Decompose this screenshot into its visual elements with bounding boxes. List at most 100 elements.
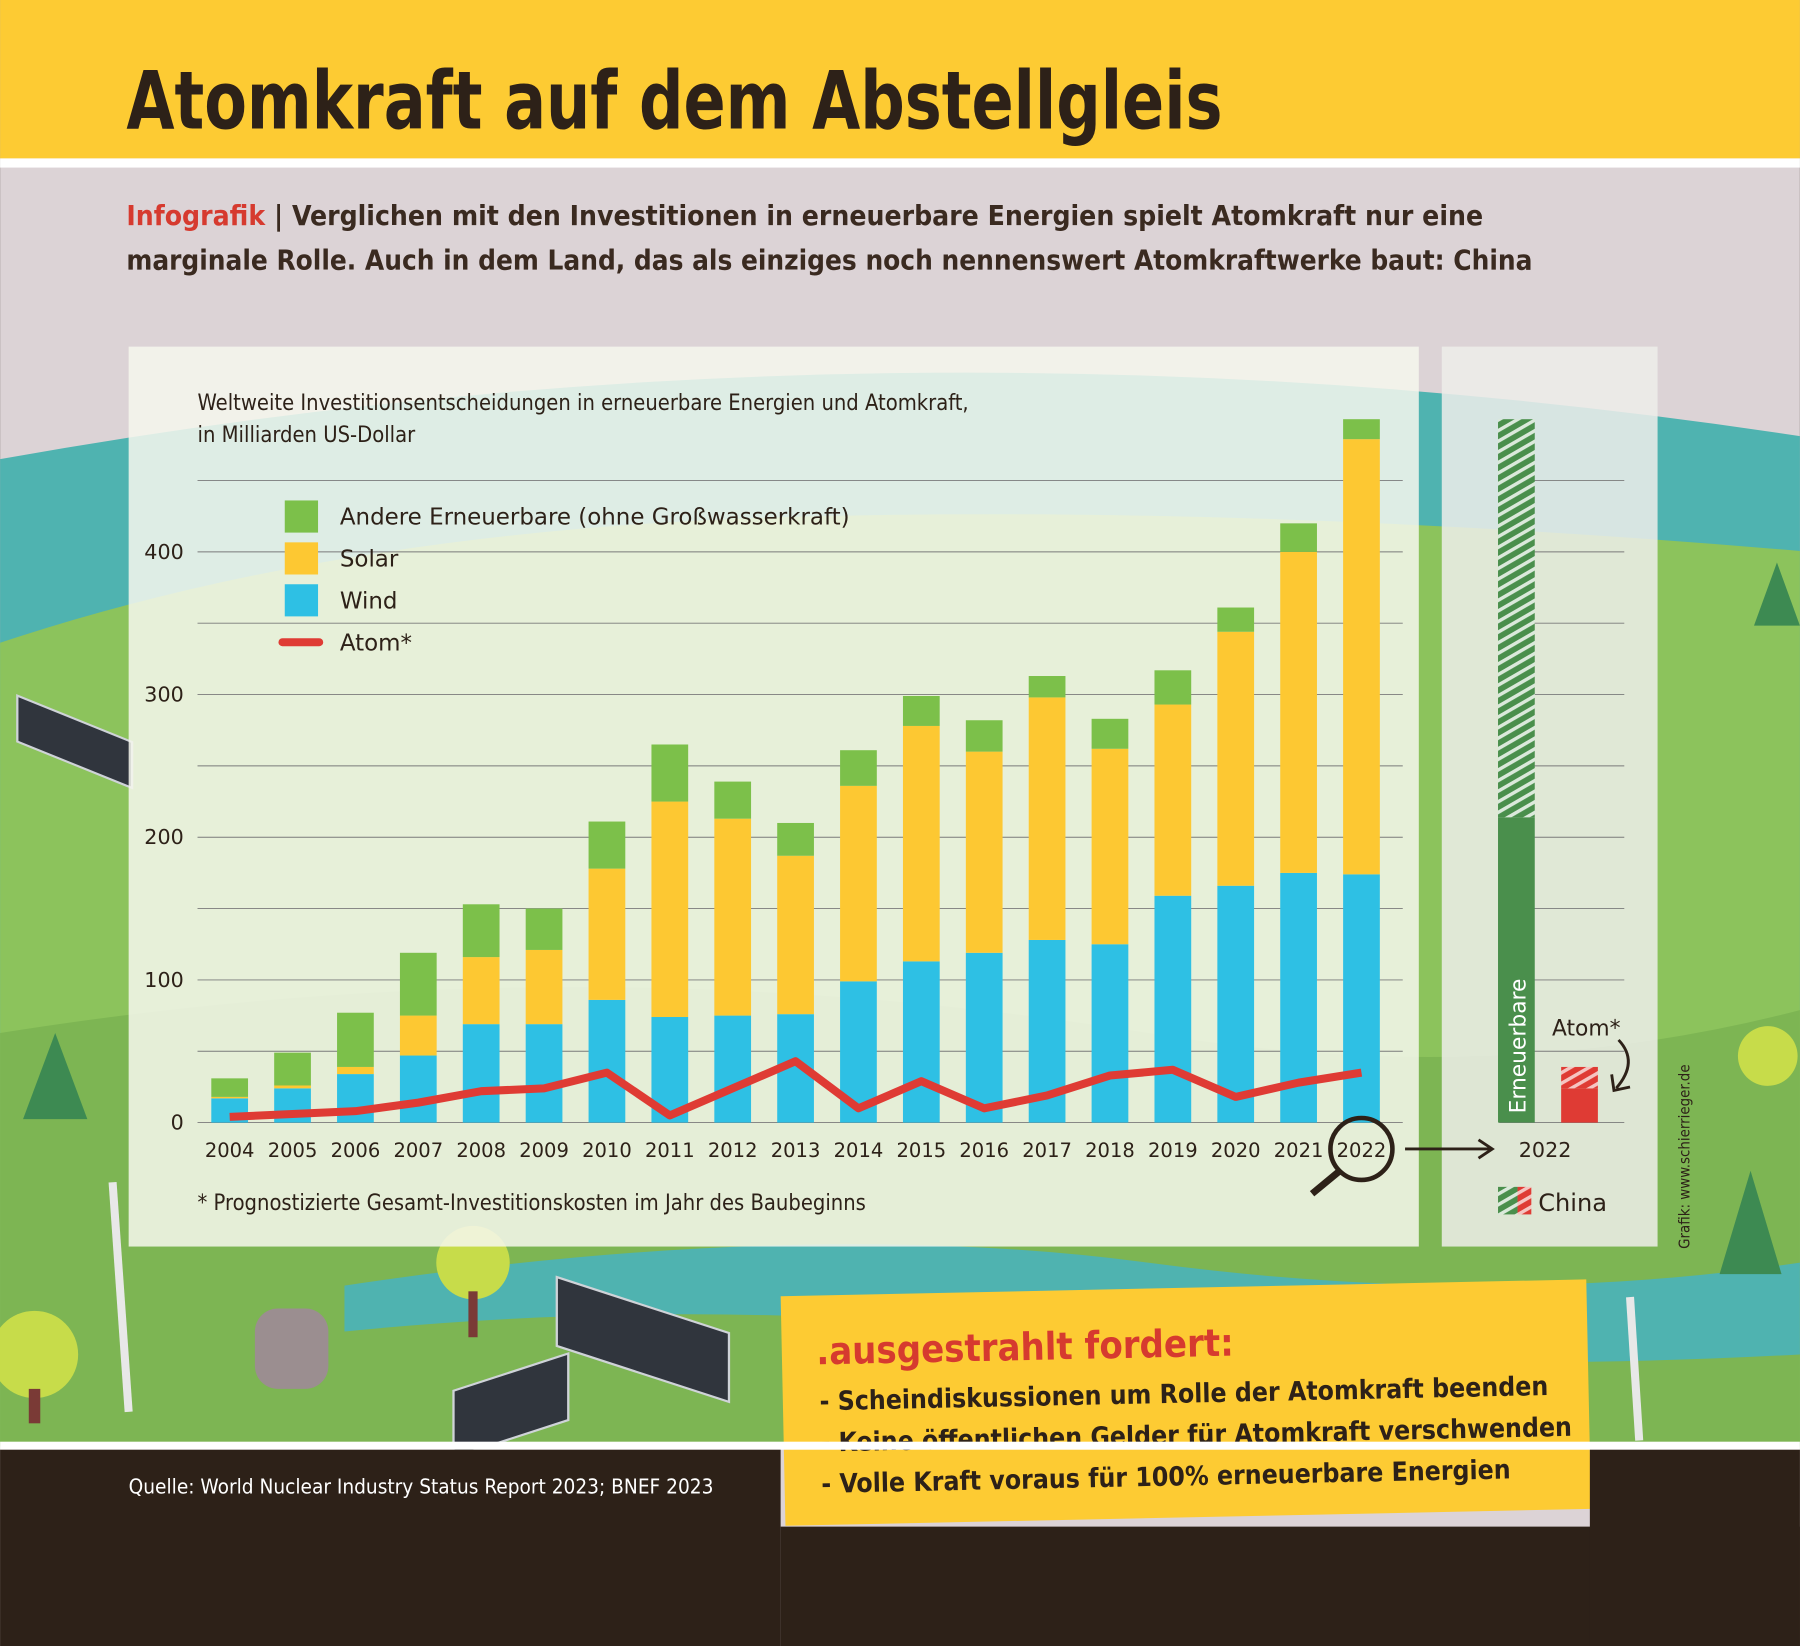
bar-solar: [1091, 748, 1129, 945]
bar-solar: [588, 868, 626, 1000]
x-tick-label: 2022: [1337, 1139, 1387, 1162]
credit: Grafik: www.schierrieger.de: [1676, 1064, 1694, 1248]
bar-andere: [525, 908, 563, 950]
demands-heading: .ausgestrahlt fordert:: [816, 1321, 1234, 1374]
chart-title: Weltweite Investitionsentscheidungen in …: [198, 391, 969, 416]
china-x-label: 2022: [1519, 1138, 1572, 1162]
header-band: [0, 0, 1800, 159]
x-tick-label: 2014: [834, 1139, 884, 1162]
subtitle-separator: |: [265, 200, 292, 232]
infografik-tag: Infografik: [126, 200, 265, 232]
bar-solar: [1343, 439, 1380, 875]
china-legend-label: China: [1538, 1189, 1607, 1217]
atom-line: [229, 1057, 1363, 1121]
x-tick-label: 2017: [1022, 1139, 1072, 1162]
china-bar-world: [1561, 1088, 1598, 1123]
bar-solar: [1217, 631, 1255, 886]
arrow-right-icon: [1405, 1138, 1495, 1160]
bar-wind: [399, 1055, 437, 1123]
bar-andere: [651, 744, 689, 802]
bar-solar: [714, 818, 752, 1016]
x-tick-label: 2006: [331, 1139, 381, 1162]
source: Quelle: World Nuclear Industry Status Re…: [129, 1474, 714, 1498]
bar-andere: [1343, 419, 1380, 440]
bar-solar: [399, 1015, 437, 1056]
china-bar-world: [1498, 817, 1535, 1123]
legend-label: Wind: [340, 588, 398, 614]
bar-andere: [1091, 718, 1129, 749]
china-chart: Erneuerbare Atom*: [1498, 419, 1621, 1123]
x-tick-label: 2016: [959, 1139, 1009, 1162]
bar-andere: [462, 904, 500, 958]
bar-solar: [651, 801, 689, 1018]
bar-wind: [1217, 885, 1255, 1123]
x-tick-label: 2012: [708, 1139, 758, 1162]
x-tick-label: 2013: [771, 1139, 821, 1162]
y-tick-label: 100: [144, 968, 183, 992]
china-panel: [1441, 346, 1658, 1247]
legend-swatch: [284, 542, 319, 575]
y-tick-label: 0: [171, 1110, 184, 1134]
y-axis: 0 100 200 300 400: [144, 540, 183, 1135]
legend-label: Atom*: [340, 630, 412, 656]
bar-wind: [525, 1024, 563, 1123]
x-tick-label: 2009: [519, 1139, 569, 1162]
bar-andere: [965, 720, 1003, 752]
china-bar-china: [1498, 419, 1535, 818]
bar-andere: [337, 1012, 374, 1067]
bar-andere: [902, 695, 940, 726]
bar-solar: [902, 725, 940, 962]
bar-andere: [1154, 670, 1192, 705]
x-tick-label: 2021: [1274, 1139, 1324, 1162]
y-tick-label: 300: [144, 682, 183, 706]
bar-solar: [462, 957, 500, 1025]
subtitle-line2: marginale Rolle. Auch in dem Land, das a…: [126, 245, 1532, 277]
bar-solar: [274, 1085, 311, 1089]
bar-wind: [965, 952, 1003, 1123]
curved-arrow-icon: [1610, 1038, 1631, 1093]
legend-label: Andere Erneuerbare (ohne Großwasserkraft…: [340, 505, 850, 531]
bar-andere: [840, 750, 877, 786]
footnote: * Prognostizierte Gesamt-Investitionskos…: [198, 1191, 866, 1216]
legend-swatch: [284, 584, 319, 617]
legend: Andere Erneuerbare (ohne Großwasserkraft…: [278, 500, 850, 656]
bar-wind: [1154, 895, 1192, 1123]
y-tick-label: 200: [144, 825, 183, 849]
bar-wind: [1343, 874, 1380, 1123]
bar-andere: [211, 1078, 249, 1097]
bar-label-atom: Atom*: [1552, 1016, 1621, 1041]
bar-solar: [965, 751, 1003, 953]
bar-andere: [777, 822, 814, 856]
x-tick-label: 2015: [897, 1139, 947, 1162]
demands-box: .ausgestrahlt fordert: - Scheindiskussio…: [780, 1279, 1592, 1526]
bar-solar: [1154, 704, 1192, 896]
bar-andere: [1217, 607, 1255, 632]
bar-wind: [1091, 944, 1129, 1123]
bar-andere: [1028, 676, 1066, 698]
bar-andere: [714, 781, 752, 819]
bar-wind: [714, 1015, 752, 1123]
bar-andere: [588, 821, 626, 869]
x-tick-label: 2004: [205, 1139, 255, 1162]
subtitle-text1: Verglichen mit den Investitionen in erne…: [292, 200, 1483, 232]
china-legend-swatch-red: [1517, 1186, 1532, 1215]
x-tick-label: 2007: [393, 1139, 443, 1162]
bar-solar: [840, 785, 877, 982]
bar-solar: [1028, 697, 1066, 940]
bar-solar: [525, 949, 563, 1025]
x-tick-label: 2005: [268, 1139, 318, 1162]
bar-solar: [1280, 551, 1317, 873]
bar-andere: [399, 952, 437, 1016]
china-bar-china: [1561, 1066, 1598, 1089]
subtitle-line1: Infografik | Verglichen mit den Investit…: [126, 200, 1483, 232]
bar-andere: [1280, 523, 1317, 552]
bar-wind: [588, 999, 626, 1123]
bar-label-erneuerbare: Erneuerbare: [1507, 979, 1532, 1114]
bar-wind: [902, 961, 940, 1123]
magnifier-icon: [1309, 1115, 1395, 1197]
x-tick-label: 2019: [1148, 1139, 1198, 1162]
x-tick-label: 2010: [582, 1139, 632, 1162]
y-tick-label: 400: [144, 540, 183, 564]
legend-swatch: [284, 500, 319, 533]
